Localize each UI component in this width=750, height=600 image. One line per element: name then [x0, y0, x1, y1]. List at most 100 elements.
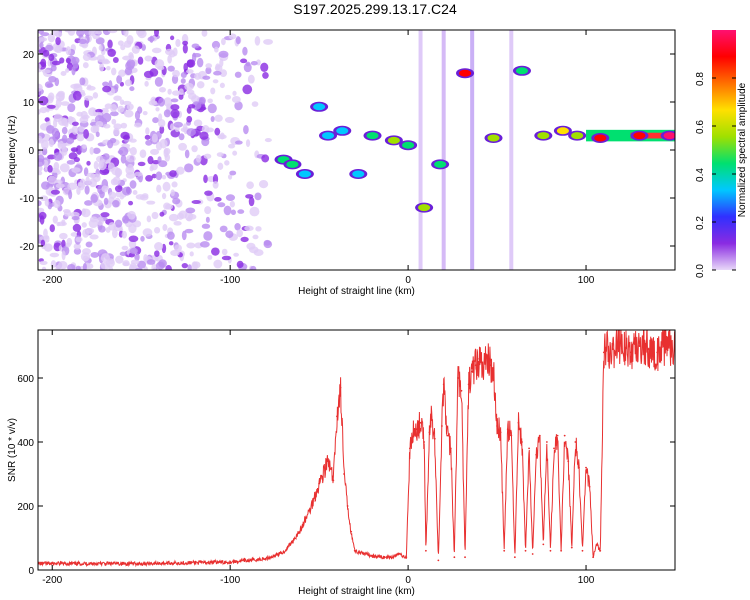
- noise-speck: [217, 134, 227, 140]
- noise-speck: [73, 243, 81, 250]
- noise-speck: [244, 225, 254, 232]
- noise-speck: [137, 56, 144, 65]
- noise-speck: [82, 248, 91, 255]
- noise-speck: [234, 222, 241, 231]
- noise-speck: [44, 117, 50, 122]
- noise-speck: [93, 161, 99, 170]
- snr-point: [441, 425, 443, 427]
- noise-speck: [221, 248, 228, 256]
- noise-speck: [76, 133, 85, 142]
- snr-point: [300, 527, 303, 530]
- y-tick-label: 0: [28, 146, 34, 157]
- noise-speck: [39, 260, 48, 265]
- noise-speck: [105, 226, 111, 233]
- noise-speck: [152, 117, 159, 124]
- noise-speck: [168, 241, 174, 246]
- x-tick-label: -100: [220, 575, 240, 586]
- noise-speck: [95, 131, 100, 138]
- noise-speck: [128, 264, 135, 270]
- noise-speck: [134, 252, 140, 262]
- noise-speck: [61, 250, 66, 261]
- noise-speck: [53, 152, 63, 161]
- snr-point: [430, 415, 433, 418]
- snr-point: [453, 556, 456, 559]
- y-tick-label: 400: [17, 438, 34, 449]
- noise-speck: [234, 140, 243, 145]
- noise-speck: [172, 69, 180, 78]
- noise-speck: [38, 63, 42, 70]
- noise-speck: [61, 134, 68, 144]
- noise-speck: [72, 223, 82, 232]
- noise-speck: [55, 183, 65, 189]
- noise-speck: [82, 255, 89, 262]
- noise-speck: [41, 181, 50, 190]
- snr-point: [419, 421, 422, 424]
- y-axis-label: SNR (10 * v/v): [7, 418, 18, 482]
- noise-speck: [172, 47, 178, 57]
- snr-point: [471, 370, 474, 373]
- noise-speck: [219, 69, 228, 77]
- colorbar-tick-label: 0.0: [695, 264, 706, 278]
- snr-point: [464, 556, 466, 559]
- noise-speck: [221, 37, 226, 46]
- noise-speck: [123, 40, 132, 48]
- noise-speck: [95, 121, 104, 128]
- noise-speck: [71, 125, 79, 135]
- noise-speck: [70, 232, 79, 237]
- noise-speck: [50, 260, 57, 268]
- noise-speck: [39, 106, 48, 114]
- noise-speck: [154, 76, 164, 87]
- noise-speck: [86, 227, 95, 234]
- noise-speck: [61, 126, 68, 135]
- snr-point: [574, 441, 577, 443]
- noise-speck: [214, 114, 223, 122]
- noise-speck: [214, 46, 219, 53]
- noise-speck: [232, 150, 238, 156]
- noise-speck: [187, 104, 196, 109]
- noise-speck: [207, 254, 213, 260]
- noise-speck: [204, 190, 213, 196]
- x-tick-label: 100: [578, 275, 595, 286]
- noise-speck: [184, 149, 190, 159]
- noise-speck: [90, 30, 98, 35]
- noise-speck: [124, 79, 132, 87]
- noise-speck: [211, 247, 220, 256]
- noise-speck: [47, 165, 53, 173]
- noise-speck: [153, 226, 161, 234]
- snr-point: [336, 415, 338, 418]
- feature-blob: [571, 132, 584, 140]
- noise-speck: [38, 37, 48, 42]
- colorbar-tick-label: 0.4: [695, 168, 706, 182]
- noise-speck: [170, 189, 175, 197]
- noise-speck: [155, 171, 163, 181]
- noise-speck: [100, 253, 110, 263]
- noise-speck: [251, 101, 259, 107]
- snr-point: [460, 389, 463, 392]
- noise-speck: [227, 174, 233, 180]
- noise-speck: [232, 90, 237, 96]
- noise-speck: [124, 67, 133, 76]
- noise-speck: [112, 57, 119, 63]
- snr-point: [563, 434, 566, 437]
- snr-point: [521, 441, 523, 443]
- noise-speck: [79, 116, 89, 124]
- snr-point: [380, 556, 383, 559]
- noise-speck: [99, 62, 105, 72]
- streak: [470, 30, 475, 270]
- feature-blob: [663, 132, 675, 140]
- noise-speck: [201, 30, 208, 37]
- noise-speck: [178, 133, 185, 141]
- noise-speck: [40, 32, 50, 37]
- snr-point: [567, 460, 570, 463]
- snr-point: [503, 549, 506, 552]
- noise-speck: [58, 261, 68, 270]
- noise-speck: [57, 117, 68, 126]
- noise-speck: [92, 92, 99, 99]
- noise-speck: [245, 194, 254, 199]
- feature-blob: [402, 141, 415, 149]
- noise-speck: [167, 88, 172, 95]
- noise-speck: [217, 162, 224, 170]
- figure-title: S197.2025.299.13.17.C24: [293, 1, 457, 17]
- colorbar-tick-label: 0.6: [695, 120, 706, 134]
- noise-speck: [143, 70, 154, 79]
